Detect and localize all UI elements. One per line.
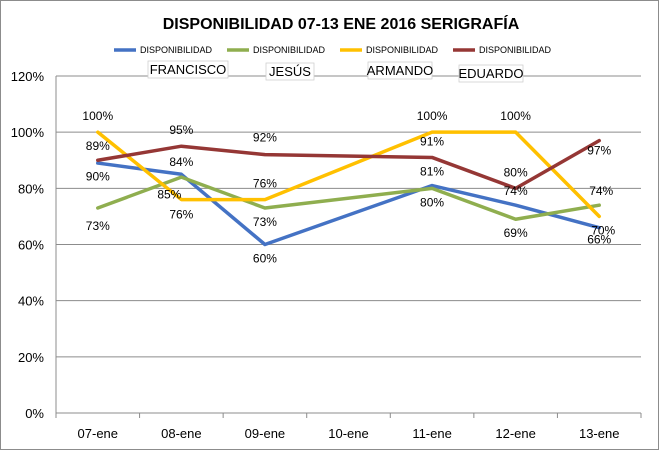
series-line-jesus [96,175,601,221]
owner-label: EDUARDO [458,66,523,81]
y-tick-label: 0% [25,406,44,421]
data-label: 91% [420,134,444,148]
series-line-francisco [96,161,601,247]
owner-label-box [458,64,524,83]
data-label: 70% [591,223,615,237]
y-axis-ticks: 0% 20% 40% 60% 80% 100% 120% [11,69,45,421]
owner-label: FRANCISCO [150,62,227,77]
y-tick-label: 40% [18,294,44,309]
series-lines [96,130,601,247]
data-label: 74% [504,184,528,198]
data-label: 66% [587,233,611,247]
x-tick-label: 11-ene [412,426,452,441]
owner-label: ARMANDO [367,63,433,78]
y-tick-label: 60% [18,238,44,253]
legend-label: DISPONIBILIDAD [479,45,552,55]
chart-title: DISPONIBILIDAD 07-13 ENE 2016 SERIGRAFÍA [163,14,520,33]
x-tick-label: 09-ene [245,426,285,441]
series-line-eduardo [96,138,601,191]
y-tick-label: 100% [11,125,45,140]
y-tick-label: 120% [11,69,45,84]
y-tick-label: 20% [18,350,44,365]
data-label: 80% [504,165,528,179]
legend: DISPONIBILIDAD DISPONIBILIDAD DISPONIBILID… [114,45,552,55]
legend-label: DISPONIBILIDAD [253,45,326,55]
data-label: 69% [504,226,528,240]
data-label: 80% [420,195,444,209]
data-label: 73% [253,215,277,229]
axes [55,76,642,418]
series-line-armando [96,130,601,219]
x-axis-ticks: 07-ene 08-ene 09-ene 10-ene 11-ene 12-ene 13-e… [78,426,620,441]
data-label: 60% [253,252,277,266]
legend-label: DISPONIBILIDAD [366,45,439,55]
data-label: 92% [253,131,277,145]
data-label: 100% [82,109,113,123]
data-labels: 89% 85% 60% 81% 74% 66% 73% 84% 73% 80% 69% 74% 100%… [82,109,615,265]
data-label: 100% [500,109,531,123]
x-tick-label: 08-ene [161,426,201,441]
owner-label-box [265,62,315,81]
legend-label: DISPONIBILIDAD [140,45,213,55]
data-label: 73% [86,219,110,233]
owner-labels: FRANCISCO JESÚS ARMANDO EDUARDO [147,60,524,83]
y-tick-label: 80% [18,181,44,196]
data-label: 89% [86,139,110,153]
data-label: 84% [169,155,193,169]
owner-label: JESÚS [269,64,311,79]
data-label: 100% [417,109,448,123]
x-tick-label: 12-ene [495,426,535,441]
data-label: 76% [253,177,277,191]
owner-label-box [367,61,433,80]
data-label: 97% [587,144,611,158]
owner-label-box [147,60,229,79]
gridlines [56,75,641,414]
data-label: 85% [157,187,181,201]
x-tick-label: 10-ene [328,426,368,441]
x-tick-label: 07-ene [78,426,118,441]
data-label: 90% [86,169,110,183]
data-label: 95% [169,123,193,137]
data-label: 76% [169,208,193,222]
x-tick-label: 13-ene [579,426,619,441]
data-label: 81% [420,165,444,179]
data-label: 74% [589,184,613,198]
